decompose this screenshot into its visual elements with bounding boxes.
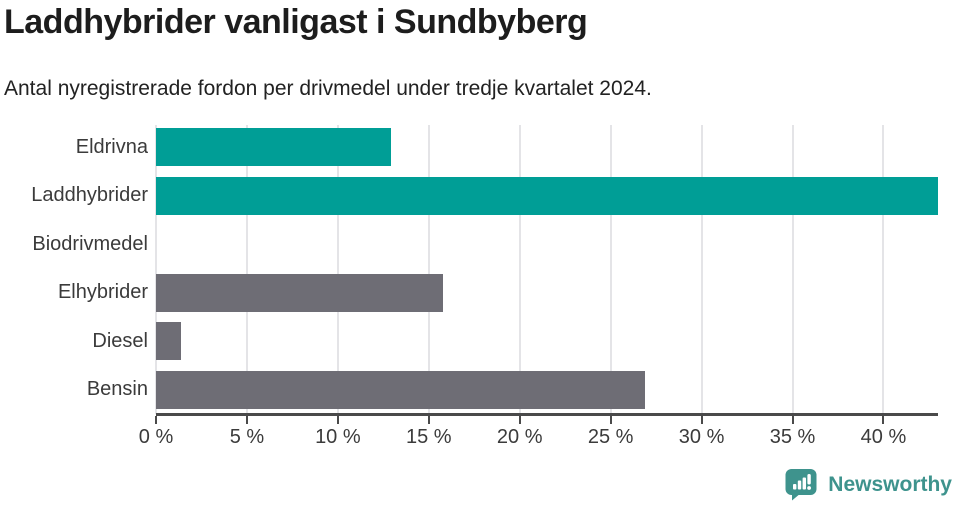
x-axis-tick-label: 25 % — [587, 426, 634, 448]
bar-diesel — [156, 322, 182, 361]
category-label-eldrivna: Eldrivna — [75, 135, 148, 158]
bar-bensin — [156, 370, 646, 409]
bar-laddhybrider — [156, 176, 938, 215]
x-axis-tick — [609, 416, 612, 424]
gridline — [245, 125, 248, 414]
category-label-bensin: Bensin — [86, 378, 148, 401]
x-axis-tick-label: 0 % — [138, 426, 174, 448]
x-axis-tick-label: 20 % — [496, 426, 543, 448]
category-label-biodrivmedel: Biodrivmedel — [32, 232, 148, 255]
x-axis-tick-label: 15 % — [405, 426, 452, 448]
category-label-elhybrider: Elhybrider — [57, 281, 148, 304]
x-axis-tick — [518, 416, 521, 424]
x-axis-tick — [155, 416, 157, 424]
brand-name: Newsworthy — [828, 472, 952, 496]
gridline — [882, 125, 885, 414]
x-axis-tick — [336, 416, 339, 424]
chart-title: Laddhybrider vanligast i Sundbyberg — [4, 3, 588, 41]
x-axis-tick — [700, 416, 703, 424]
x-axis-tick — [427, 416, 430, 424]
x-axis-line — [156, 413, 938, 416]
x-axis-tick-label: 35 % — [769, 426, 816, 448]
gridline — [427, 125, 430, 414]
x-axis-tick — [245, 416, 248, 424]
gridline — [791, 125, 794, 414]
x-axis-tick-label: 10 % — [315, 426, 361, 448]
gridline — [609, 125, 612, 414]
gridline — [336, 125, 339, 414]
bar-eldrivna — [156, 128, 391, 167]
gridline — [518, 125, 521, 414]
plot-area — [155, 123, 938, 414]
x-axis-tick — [882, 416, 885, 424]
newsworthy-logo-icon — [785, 469, 817, 501]
x-axis-tick-label: 30 % — [678, 426, 725, 448]
category-label-diesel: Diesel — [92, 329, 148, 352]
chart-subtitle: Antal nyregistrerade fordon per drivmede… — [4, 77, 652, 100]
x-axis-tick-label: 40 % — [860, 426, 907, 448]
bar-elhybrider — [156, 273, 444, 312]
gridline — [700, 125, 703, 414]
x-axis-tick — [791, 416, 794, 424]
gridline — [155, 125, 157, 414]
x-axis-tick-label: 5 % — [229, 426, 265, 448]
category-labels: Eldrivna Laddhybrider Biodrivmedel Elhybrid… — [0, 123, 148, 414]
brand-footer: Newsworthy — [784, 468, 952, 501]
category-label-laddhybrider: Laddhybrider — [31, 184, 148, 207]
x-axis-ticks: 0 % 5 % 10 % 15 % 20 % 25 % 30 % 35 % 40 % — [139, 416, 938, 456]
